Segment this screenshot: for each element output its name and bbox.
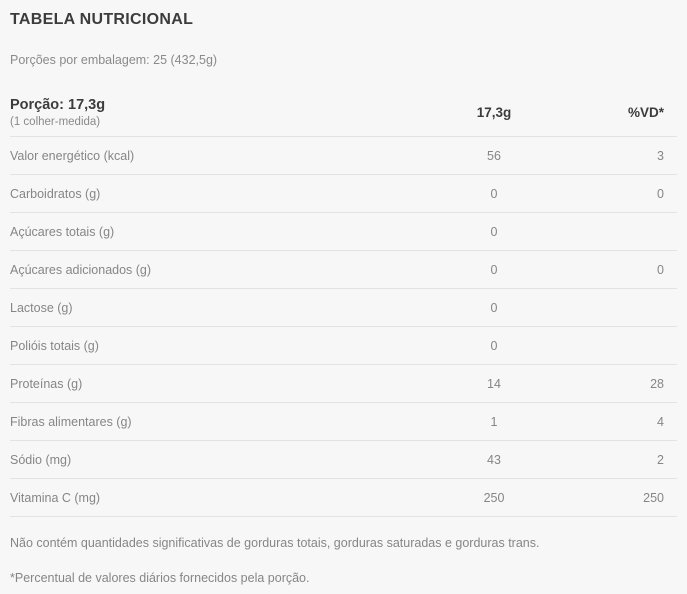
footnotes: Não contém quantidades significativas de… [10,535,677,586]
nutrient-vd: 2 [657,452,664,467]
nutrient-vd: 0 [657,262,664,277]
nutrient-name: Valor energético (kcal) [10,148,135,163]
nutrition-table: Porção: 17,3g (1 colher-medida) 17,3g %V… [10,89,677,517]
nutrient-amount: 250 [483,490,505,505]
table-row: Carboidratos (g) 0 0 [10,174,677,213]
portion-measure-note: (1 colher-medida) [10,116,101,128]
nutrient-vd: 0 [657,186,664,201]
nutrient-name: Carboidratos (g) [10,186,101,201]
nutrient-name: Sódio (mg) [10,452,72,467]
table-row: Valor energético (kcal) 56 3 [10,136,677,175]
vd-column-header: %VD* [627,105,664,120]
nutrient-name: Lactose (g) [10,300,73,315]
amount-column-header: 17,3g [476,105,512,120]
nutrient-vd: 250 [643,490,664,505]
nutrient-amount: 0 [490,186,498,201]
nutrient-vd: 28 [650,376,664,391]
table-header-row: Porção: 17,3g (1 colher-medida) 17,3g %V… [10,89,677,137]
nutrition-table-head: Porção: 17,3g (1 colher-medida) 17,3g %V… [10,89,677,137]
page-title: TABELA NUTRICIONAL [10,11,194,28]
nutrient-name: Açúcares totais (g) [10,224,115,239]
nutrient-amount: 0 [490,300,498,315]
nutrient-vd [570,289,677,327]
nutrient-amount: 14 [487,376,501,391]
nutrient-name: Fibras alimentares (g) [10,414,132,429]
table-row: Fibras alimentares (g) 1 4 [10,402,677,441]
footnote-fats: Não contém quantidades significativas de… [10,536,540,550]
nutrient-amount: 1 [490,414,498,429]
nutrition-table-body: Valor energético (kcal) 56 3 Carboidratos (… [10,136,677,517]
nutrient-amount: 43 [487,452,501,467]
nutrient-name: Proteínas (g) [10,376,83,391]
nutrient-vd [570,327,677,365]
table-row: Proteínas (g) 14 28 [10,364,677,403]
portion-label: Porção: 17,3g [10,97,106,113]
portion-header-cell: Porção: 17,3g (1 colher-medida) [10,89,430,137]
nutrient-amount: 0 [490,338,498,353]
nutrient-amount: 0 [490,224,498,239]
nutrient-name: Polióis totais (g) [10,338,99,353]
nutrient-name: Vitamina C (mg) [10,490,101,505]
nutrient-amount: 56 [487,148,501,163]
servings-per-package: Porções por embalagem: 25 (432,5g) [10,53,218,67]
footnote-daily-values: *Percentual de valores diários fornecido… [10,571,310,585]
table-row: Sódio (mg) 43 2 [10,440,677,479]
nutrient-vd [570,213,677,251]
nutrient-vd: 3 [657,148,664,163]
nutrient-name: Açúcares adicionados (g) [10,262,152,277]
nutrient-vd: 4 [657,414,664,429]
table-row: Vitamina C (mg) 250 250 [10,478,677,517]
table-row: Açúcares adicionados (g) 0 0 [10,250,677,289]
table-row: Polióis totais (g) 0 [10,326,677,365]
nutrient-amount: 0 [490,262,498,277]
table-row: Açúcares totais (g) 0 [10,212,677,251]
table-row: Lactose (g) 0 [10,288,677,327]
